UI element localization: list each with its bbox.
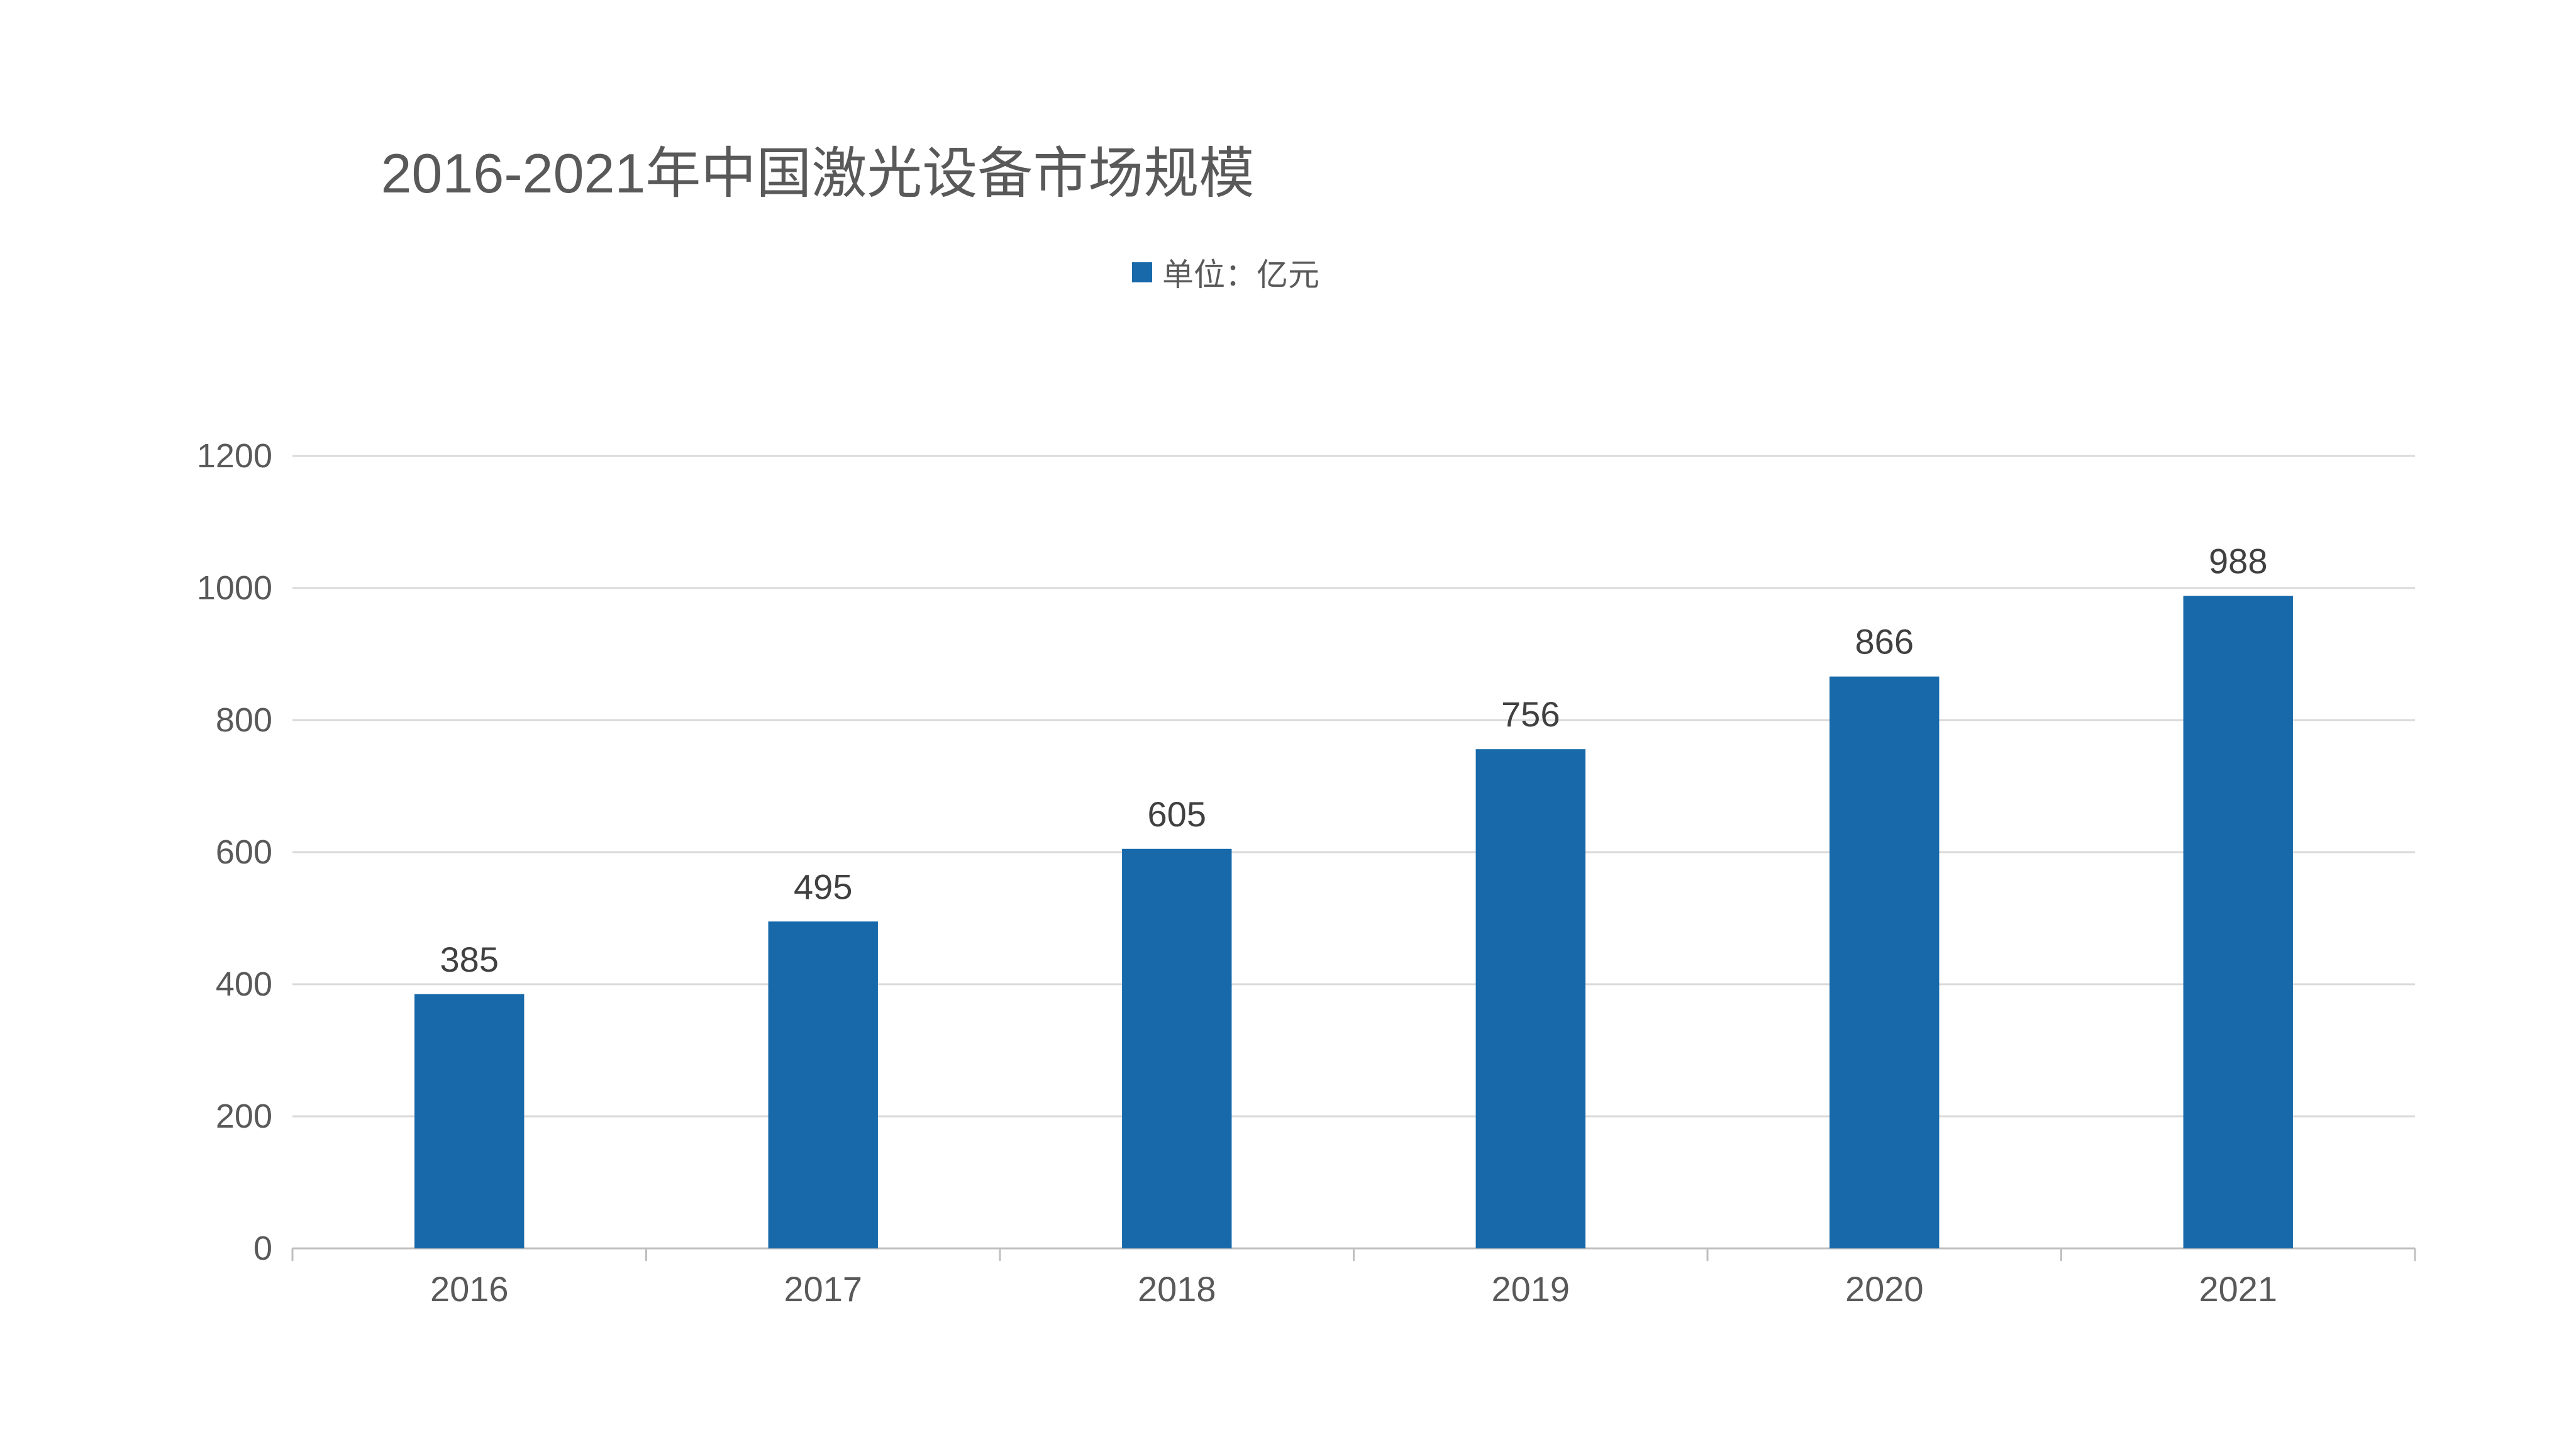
y-tick-label: 0 (253, 1230, 272, 1267)
y-tick-label: 1200 (197, 437, 272, 475)
x-tick-label: 2016 (430, 1269, 509, 1309)
legend: 单位：亿元 (1132, 250, 1319, 294)
chart-title: 2016-2021年中国激光设备市场规模 (380, 142, 1255, 204)
legend-label: 单位：亿元 (1162, 257, 1319, 292)
x-tick-label: 2021 (2199, 1269, 2277, 1309)
data-label: 385 (440, 940, 499, 979)
x-tick-label: 2020 (1845, 1269, 1924, 1309)
bar (2183, 596, 2293, 1248)
data-label: 756 (1501, 694, 1560, 734)
x-tick-label: 2017 (784, 1269, 862, 1309)
y-tick-label: 200 (216, 1097, 272, 1135)
bar (1829, 676, 1940, 1248)
data-label: 605 (1148, 794, 1206, 834)
bar (1475, 749, 1585, 1248)
bar (1122, 848, 1232, 1248)
bar (768, 921, 878, 1248)
x-tick-label: 2019 (1491, 1269, 1570, 1309)
bar (414, 994, 525, 1248)
data-label: 866 (1855, 622, 1914, 662)
legend-swatch (1132, 262, 1152, 282)
y-tick-label: 400 (216, 965, 272, 1003)
y-tick-label: 600 (216, 833, 272, 871)
data-label: 988 (2209, 541, 2267, 581)
y-tick-label: 1000 (197, 569, 272, 607)
y-tick-label: 800 (216, 701, 272, 739)
x-tick-label: 2018 (1138, 1269, 1216, 1309)
data-label: 495 (794, 867, 852, 906)
